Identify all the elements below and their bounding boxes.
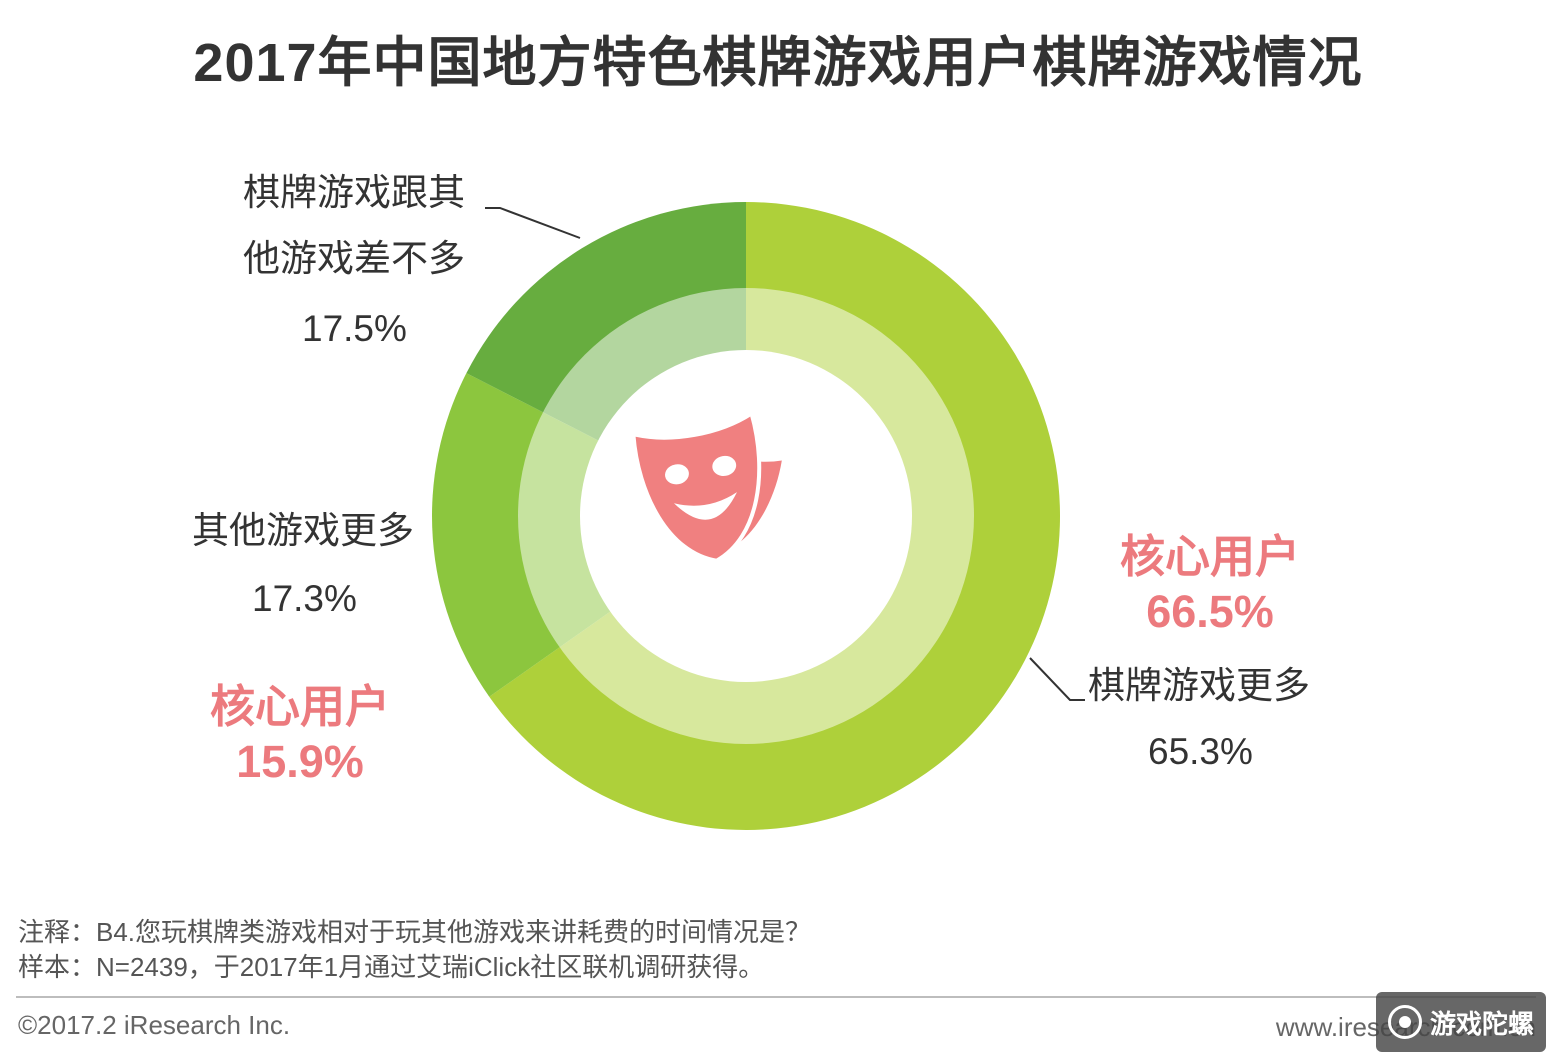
label-similar: 棋牌游戏跟其 他游戏差不多 <box>243 170 465 283</box>
copyright: ©2017.2 iResearch Inc. <box>18 1010 291 1040</box>
chart-title: 2017年中国地方特色棋牌游戏用户棋牌游戏情况 <box>193 33 1363 93</box>
core-user-annotation-right: 核心用户 66.5% <box>1100 530 1320 640</box>
leader-line-chess-more <box>1029 657 1085 701</box>
label-chess-more: 棋牌游戏更多 <box>1088 665 1310 706</box>
leader-line-similar <box>485 207 581 239</box>
footer-divider <box>16 996 1536 998</box>
core-user-annotation-left: 核心用户 15.9% <box>190 680 410 790</box>
watermark-logo-icon <box>1388 1005 1422 1039</box>
watermark-text: 游戏陀螺 <box>1430 1008 1535 1039</box>
core-user-value-right: 66.5% <box>1146 586 1274 637</box>
label-similar-line2: 他游戏差不多 <box>243 238 465 280</box>
notes: 注释：B4.您玩棋牌类游戏相对于玩其他游戏来讲耗费的时间情况是？ 样本：N=24… <box>18 915 811 985</box>
label-other-more: 其他游戏更多 <box>192 510 414 551</box>
label-similar-line1: 棋牌游戏跟其 <box>243 172 465 213</box>
value-other-more: 17.3% <box>252 578 357 619</box>
note-sample: 样本：N=2439，于2017年1月通过艾瑞iClick社区联机调研获得。 <box>18 952 765 983</box>
value-chess-more: 65.3% <box>1148 731 1253 772</box>
value-similar: 17.5% <box>302 308 407 349</box>
core-user-label-left: 核心用户 <box>209 681 390 732</box>
core-user-value-left: 15.9% <box>236 736 364 787</box>
core-user-label-right: 核心用户 <box>1119 531 1300 582</box>
theater-masks-icon <box>631 410 782 563</box>
watermark: 游戏陀螺 <box>1376 992 1546 1052</box>
note-question: 注释：B4.您玩棋牌类游戏相对于玩其他游戏来讲耗费的时间情况是？ <box>18 917 812 947</box>
